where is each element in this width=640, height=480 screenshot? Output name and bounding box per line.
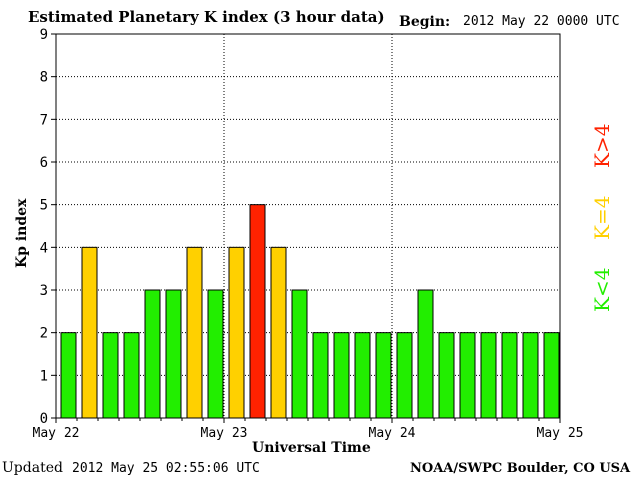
kp-bar xyxy=(501,332,518,419)
kp-bar xyxy=(186,246,203,419)
legend-above: K>4 xyxy=(590,123,614,168)
kp-bar xyxy=(165,289,182,419)
source-credit: NOAA/SWPC Boulder, CO USA xyxy=(410,461,631,476)
x-tick-label: May 24 xyxy=(369,426,416,441)
y-tick-label: 5 xyxy=(40,198,48,214)
y-tick-label: 8 xyxy=(40,70,48,86)
begin-value: 2012 May 22 0000 UTC xyxy=(463,14,620,29)
plot-frame xyxy=(55,33,561,419)
kp-bar xyxy=(312,332,329,419)
y-tick-label: 0 xyxy=(40,411,48,427)
kp-bar xyxy=(459,332,476,419)
x-tick-label: May 25 xyxy=(537,426,584,441)
kp-bar xyxy=(270,246,287,419)
kp-bar xyxy=(144,289,161,419)
y-axis-label: Kp index xyxy=(14,198,30,268)
kp-bar xyxy=(375,332,392,419)
y-tick-label: 1 xyxy=(40,368,48,384)
y-tick-label: 4 xyxy=(40,240,48,256)
x-tick-label: May 22 xyxy=(33,426,80,441)
x-tick-label: May 23 xyxy=(201,426,248,441)
legend-below: K<4 xyxy=(590,267,614,312)
y-tick-label: 3 xyxy=(40,283,48,299)
y-tick-label: 6 xyxy=(40,155,48,171)
updated-value: 2012 May 25 02:55:06 UTC xyxy=(72,461,260,476)
kp-bar xyxy=(438,332,455,419)
kp-bar xyxy=(417,289,434,419)
x-axis-label: Universal Time xyxy=(252,440,371,456)
y-tick-label: 7 xyxy=(40,112,48,128)
kp-bar xyxy=(207,289,224,419)
updated-label: Updated xyxy=(2,460,63,476)
legend-equal: K=4 xyxy=(590,195,614,240)
kp-bar xyxy=(333,332,350,419)
kp-bar xyxy=(60,332,77,419)
y-tick-label: 2 xyxy=(40,326,48,342)
kp-bar xyxy=(102,332,119,419)
chart-title: Estimated Planetary K index (3 hour data… xyxy=(28,8,385,26)
kp-bar xyxy=(123,332,140,419)
kp-bar xyxy=(249,204,266,419)
kp-bar xyxy=(522,332,539,419)
y-tick-label: 9 xyxy=(40,27,48,43)
kp-bar xyxy=(354,332,371,419)
begin-label: Begin: xyxy=(399,14,451,30)
kp-bar xyxy=(228,246,245,419)
kp-bar xyxy=(543,332,560,419)
kp-bar xyxy=(480,332,497,419)
kp-bar xyxy=(291,289,308,419)
kp-bar xyxy=(396,332,413,419)
kp-bar xyxy=(81,246,98,419)
